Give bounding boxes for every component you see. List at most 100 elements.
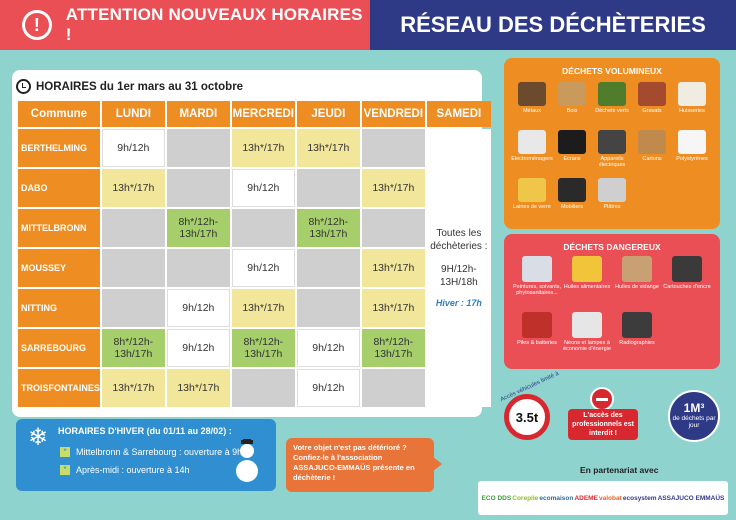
closed-cell: [296, 289, 360, 327]
table-row: TROISFONTAINES 13h*/17h 13h*/17h 9h/12h: [18, 369, 491, 407]
closed-cell: [361, 129, 425, 167]
waste-item: Cartons: [632, 130, 672, 176]
hours-cell: 13h*/17h: [361, 169, 425, 207]
waste-item-label: Néons et lampes à économie d'énergie: [563, 340, 611, 352]
table-row: DABO 13h*/17h 9h/12h 13h*/17h: [18, 169, 491, 207]
hours-cell: 9h/12h: [296, 369, 360, 407]
exclamation-icon: !: [22, 10, 52, 40]
closed-cell: [231, 209, 295, 247]
no-pro-sign: L'accès des professionnels est interdit …: [568, 387, 638, 440]
waste-item-icon: [572, 256, 602, 282]
waste-item-label: Déchets verts: [595, 108, 629, 114]
commune-cell: TROISFONTAINES: [18, 369, 100, 407]
volumineux-items: Métaux Bois Déchets verts Gravats Huisseries…: [511, 82, 712, 224]
hours-cell: 8h*/12h-13h/17h: [231, 329, 295, 367]
waste-item-label: Electroménagers: [511, 156, 553, 162]
waste-item-icon: [678, 82, 706, 106]
volumineux-title: DÉCHETS VOLUMINEUX: [562, 66, 662, 76]
closed-cell: [166, 249, 230, 287]
waste-item: Gravats: [632, 82, 672, 128]
waste-item-icon: [558, 178, 586, 202]
commune-cell: DABO: [18, 169, 100, 207]
waste-item: Electroménagers: [511, 130, 553, 176]
table-row: SARREBOURG 8h*/12h-13h/17h 9h/12h 8h*/12…: [18, 329, 491, 367]
alert-banner: ! ATTENTION NOUVEAUX HORAIRES !: [0, 0, 370, 50]
table-row: BERTHELMING 9h/12h 13h*/17h 13h*/17h Tou…: [18, 129, 491, 407]
waste-item-icon: [572, 312, 602, 338]
schedule-table: Commune LUNDI MARDI MERCREDI JEUDI VENDR…: [16, 99, 493, 409]
partner-logo: ADEME: [574, 494, 598, 502]
dangereux-items: Peintures, solvants, phytosanitaires... H…: [512, 256, 712, 366]
no-entry-icon: [590, 387, 614, 411]
partner-logo: valobat: [599, 494, 622, 502]
waste-item-icon: [518, 130, 546, 154]
waste-item: Appareils électriques: [592, 130, 632, 176]
waste-item: Piles & batteries: [512, 312, 562, 366]
hours-cell: 9h/12h: [166, 329, 230, 367]
samedi-hours: 9H/12h-13H/18h: [439, 263, 478, 288]
volume-limit-badge: 1M³ de déchets par jour: [668, 390, 720, 442]
partner-logo: ECO DDS: [481, 494, 512, 502]
schedule-header-row: Commune LUNDI MARDI MERCREDI JEUDI VENDR…: [18, 101, 491, 127]
waste-item-label: Gravats: [642, 108, 662, 114]
waste-item-icon: [518, 178, 546, 202]
bullet-icon: *: [60, 447, 70, 457]
waste-item-label: Piles & batteries: [517, 340, 557, 346]
partner-logo: ASSAJUCO EMMAÜS: [657, 494, 725, 502]
hours-cell: 8h*/12h-13h/17h: [296, 209, 360, 247]
waste-item-icon: [622, 256, 652, 282]
waste-item-icon: [522, 312, 552, 338]
waste-item-label: Cartouches d'encre: [663, 284, 711, 290]
samedi-hiver: Hiver : 17h: [435, 297, 482, 308]
hours-cell: 13h*/17h: [231, 129, 295, 167]
waste-item-label: Appareils électriques: [598, 156, 626, 168]
hours-cell: 9h/12h: [231, 249, 295, 287]
schedule-heading: HORAIRES du 1er mars au 31 octobre: [16, 79, 243, 94]
waste-item: Néons et lampes à économie d'énergie: [562, 312, 612, 366]
hours-cell: 8h*/12h-13h/17h: [166, 209, 230, 247]
waste-item-icon: [598, 130, 626, 154]
clock-icon: [16, 79, 31, 94]
waste-item: Huiles de vidange: [612, 256, 662, 310]
partner-logo: Corepile: [512, 494, 539, 502]
table-row: MITTELBRONN 8h*/12h-13h/17h 8h*/12h-13h/…: [18, 209, 491, 247]
partner-logos: ECO DDS Corepile ecomaison ADEME valobat ecos…: [478, 481, 728, 515]
waste-item: Bois: [552, 82, 592, 128]
closed-cell: [231, 369, 295, 407]
closed-cell: [296, 249, 360, 287]
commune-cell: NITTING: [18, 289, 100, 327]
waste-item: Laines de verre: [512, 178, 552, 224]
waste-item-label: Cartons: [642, 156, 662, 162]
alert-title: ATTENTION NOUVEAUX HORAIRES !: [65, 5, 363, 44]
waste-item-label: Huiles alimentaires: [563, 284, 611, 290]
waste-item-icon: [558, 130, 586, 154]
waste-item-label: Huiles de vidange: [615, 284, 659, 290]
waste-item: Peintures, solvants, phytosanitaires...: [512, 256, 562, 310]
hours-cell: 13h*/17h: [361, 289, 425, 327]
waste-item-icon: [638, 82, 666, 106]
hours-cell: 13h*/17h: [361, 249, 425, 287]
winter-hours-box: ❄ HORAIRES D'HIVER (du 01/11 au 28/02) :…: [16, 419, 276, 491]
col-mercredi: MERCREDI: [231, 101, 295, 127]
network-title: RÉSEAU DES DÉCHÈTERIES: [370, 0, 736, 50]
volume-limit-value: 1M³: [683, 401, 705, 415]
closed-cell: [101, 249, 165, 287]
message-arrow: [432, 456, 442, 472]
samedi-cell: Toutes les déchèteries : 9H/12h-13H/18h …: [426, 129, 491, 407]
waste-item: Cartouches d'encre: [662, 256, 712, 310]
waste-item-label: Peintures, solvants, phytosanitaires...: [513, 284, 561, 296]
no-pro-text: L'accès des professionnels est interdit …: [568, 409, 638, 440]
waste-item-label: Plâtres: [603, 204, 621, 210]
schedule-title: HORAIRES du 1er mars au 31 octobre: [36, 80, 244, 93]
table-row: NITTING 9h/12h 13h*/17h 13h*/17h: [18, 289, 491, 327]
closed-cell: [361, 369, 425, 407]
waste-item: Huiles alimentaires: [562, 256, 612, 310]
col-samedi: SAMEDI: [426, 101, 491, 127]
waste-item-label: Laines de verre: [513, 204, 551, 210]
partners-title: En partenariat avec: [580, 465, 659, 475]
hours-cell: 13h*/17h: [296, 129, 360, 167]
hours-cell: 8h*/12h-13h/17h: [101, 329, 165, 367]
waste-item-label: Mobiliers: [560, 204, 583, 210]
waste-item-icon: [678, 130, 706, 154]
col-commune: Commune: [18, 101, 100, 127]
